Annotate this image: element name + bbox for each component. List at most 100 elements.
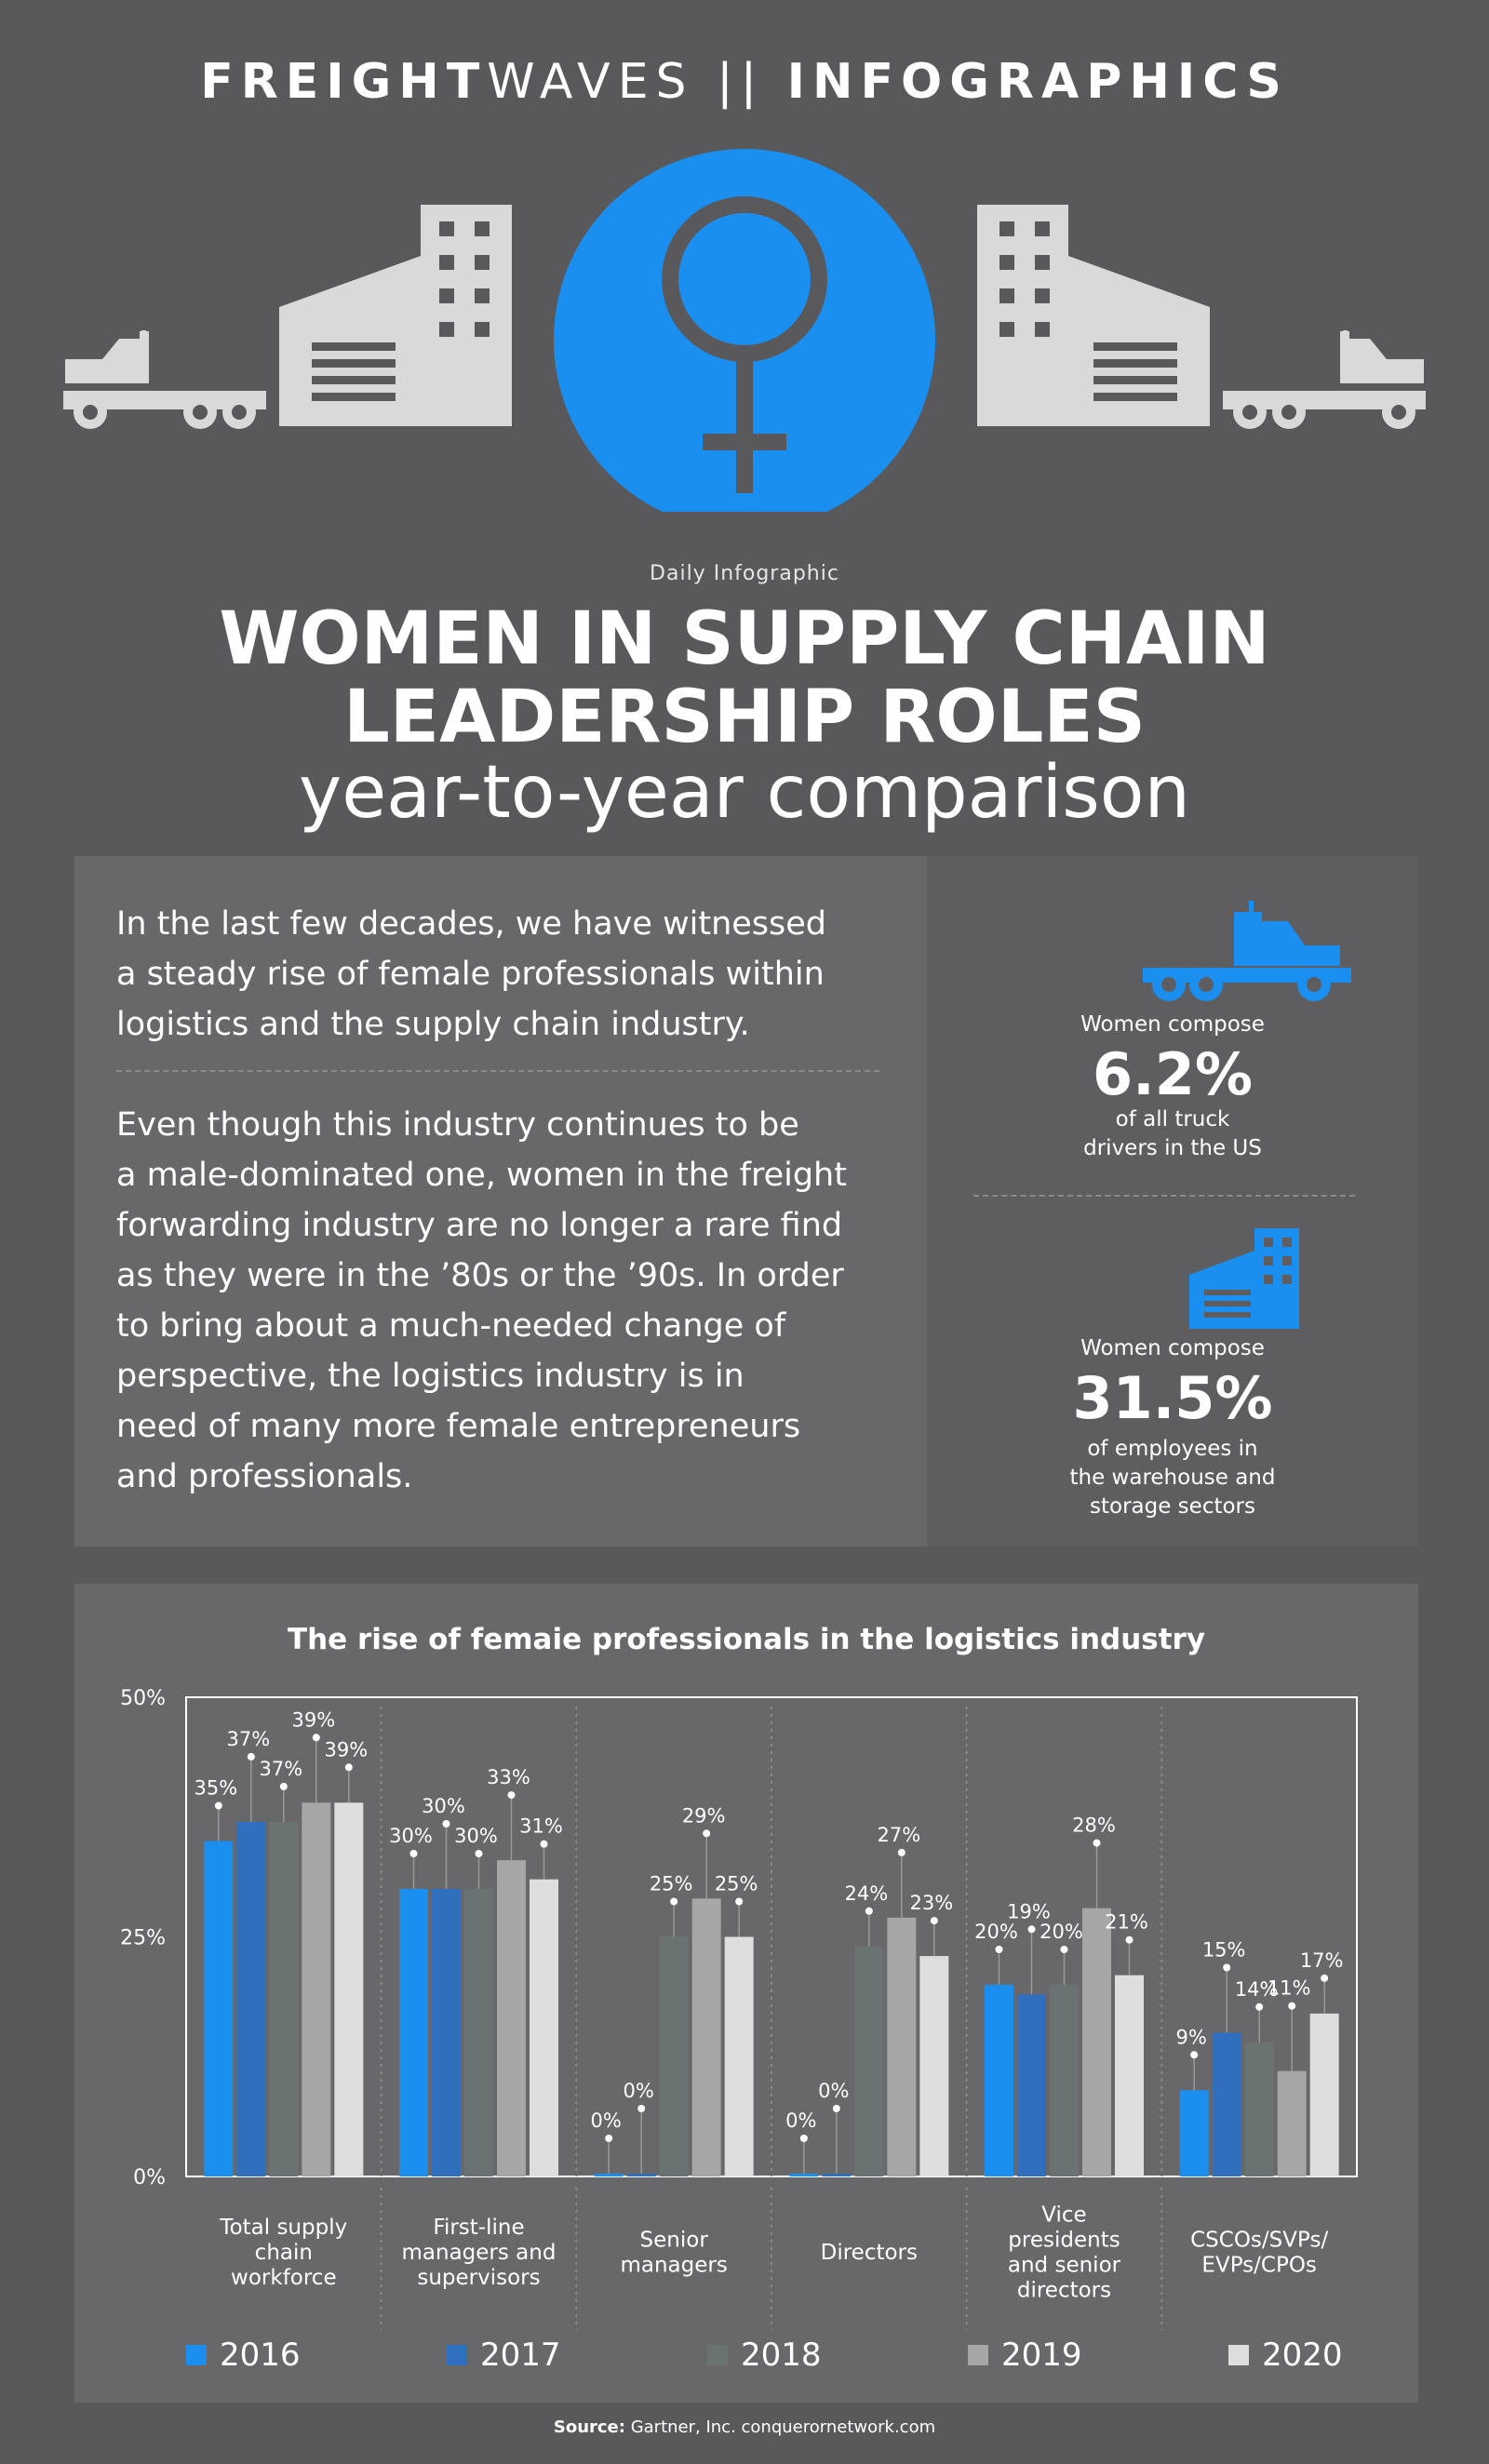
bar	[691, 1898, 721, 2176]
category-label: workforce	[231, 2266, 337, 2290]
leader-dot	[897, 1848, 905, 1856]
legend-label: 2017	[480, 2337, 561, 2374]
data-label: 0%	[591, 2109, 622, 2132]
data-label: 30%	[422, 1795, 465, 1817]
text-line: logistics and the supply chain industry.	[116, 1006, 750, 1043]
leader-dot	[344, 1763, 353, 1772]
data-label: 29%	[682, 1804, 726, 1827]
chart-title: The rise of femaie professionals in the …	[287, 1623, 1206, 1656]
legend-label: 2016	[220, 2337, 301, 2374]
caption-line: the warehouse and	[1069, 1466, 1276, 1490]
y-tick-label: 50%	[120, 1687, 166, 1710]
bar	[497, 1860, 526, 2176]
category-label: First-line	[433, 2216, 524, 2240]
data-label: 24%	[844, 1882, 888, 1905]
caption-line: of all truck	[1115, 1107, 1230, 1132]
bar	[985, 1985, 1013, 2176]
bar	[659, 1936, 689, 2176]
source-note: Source: Gartner, Inc. conquerornetwork.c…	[0, 2417, 1489, 2437]
bar	[1082, 1908, 1111, 2176]
bar	[204, 1841, 234, 2176]
bar	[1050, 1985, 1079, 2176]
leader-dot	[832, 2105, 840, 2112]
title-line-2: LEADERSHIP ROLES	[343, 676, 1146, 759]
leader-dot	[799, 2135, 808, 2142]
stat-warehouse-caption: of employees in the warehouse and storag…	[927, 1435, 1418, 1521]
leader-dot	[1060, 1946, 1068, 1953]
category-label: and senior	[1008, 2254, 1121, 2278]
data-label: 9%	[1176, 2026, 1207, 2048]
text-line: as they were in the ’80s or the ’90s. In…	[116, 1257, 844, 1294]
bar	[854, 1946, 884, 2176]
leader-dot	[637, 2105, 646, 2112]
female-symbol-icon	[662, 196, 827, 493]
data-label: 35%	[194, 1777, 237, 1800]
caption-line: of employees in	[1087, 1437, 1258, 1461]
data-label: 14%	[1235, 1978, 1279, 2001]
intro-panel: In the last few decades, we have witness…	[74, 856, 1418, 1547]
category-label: managers	[620, 2254, 727, 2278]
y-tick-label: 25%	[120, 1927, 166, 1950]
legend-label: 2020	[1262, 2337, 1343, 2374]
bar	[464, 1889, 493, 2176]
bar	[594, 2174, 624, 2176]
truck-icon	[1223, 330, 1426, 429]
legend-swatch	[968, 2345, 988, 2365]
bar	[269, 1821, 299, 2176]
leader-dot	[247, 1752, 255, 1761]
truck-icon	[1143, 901, 1351, 1001]
bar	[1277, 2070, 1307, 2176]
leader-dot	[995, 1946, 1003, 1953]
leader-dot	[475, 1850, 483, 1857]
text-line: Even though this industry continues to b…	[116, 1106, 799, 1144]
text-line: to bring about a much-needed change of	[116, 1307, 786, 1345]
bar	[626, 2174, 656, 2176]
data-label: 20%	[1040, 1921, 1083, 1943]
data-label: 0%	[818, 2080, 849, 2102]
data-label: 25%	[715, 1873, 758, 1895]
category-label: Directors	[821, 2241, 918, 2265]
text-line: a male-dominated one, women in the freig…	[116, 1157, 847, 1194]
bar	[334, 1802, 364, 2176]
data-label: 20%	[974, 1921, 1018, 1943]
bar	[822, 2174, 852, 2176]
bar	[1244, 2042, 1274, 2176]
data-label: 27%	[877, 1824, 920, 1846]
divider	[973, 1195, 1355, 1197]
data-label: 17%	[1300, 1949, 1344, 1972]
y-tick-label: 0%	[133, 2166, 166, 2189]
legend-label: 2018	[741, 2337, 822, 2374]
title-line-1: WOMEN IN SUPPLY CHAIN	[219, 597, 1270, 681]
source-text: Gartner, Inc. conquerornetwork.com	[630, 2417, 936, 2437]
leader-dot	[442, 1820, 450, 1828]
brand-separator: ||	[717, 54, 765, 110]
divider	[116, 1070, 879, 1072]
warehouse-icon	[1189, 1228, 1299, 1329]
bar	[399, 1889, 428, 2176]
data-label: 15%	[1202, 1939, 1246, 1962]
bar	[1212, 2032, 1241, 2176]
legend-swatch	[186, 2345, 207, 2365]
leader-dot	[605, 2135, 613, 2142]
category-label: managers and	[402, 2241, 557, 2265]
category-label: Senior	[640, 2229, 709, 2253]
data-label: 0%	[624, 2080, 654, 2102]
data-label: 37%	[226, 1728, 270, 1750]
leader-dot	[865, 1907, 873, 1915]
category-label: presidents	[1008, 2229, 1120, 2253]
leader-dot	[735, 1897, 744, 1906]
leader-dot	[540, 1840, 548, 1848]
category-label: EVPs/CPOs	[1201, 2254, 1316, 2278]
stat-truck-prefix: Women compose	[1080, 1012, 1265, 1037]
data-label: 30%	[454, 1825, 498, 1847]
category-label: Vice	[1041, 2203, 1086, 2228]
leader-dot	[1223, 1963, 1231, 1972]
bar	[789, 2174, 819, 2176]
bar	[724, 1936, 754, 2176]
bar-chart: 0% 25% 50% 35% 37% 37% 39% 39% Total supplychain…	[120, 1687, 1358, 2374]
warehouse-icon	[279, 205, 512, 426]
bar	[236, 1821, 266, 2176]
text-line: a steady rise of female professionals wi…	[116, 956, 825, 993]
category-label: chain	[255, 2241, 313, 2265]
leader-dot	[1125, 1935, 1134, 1944]
